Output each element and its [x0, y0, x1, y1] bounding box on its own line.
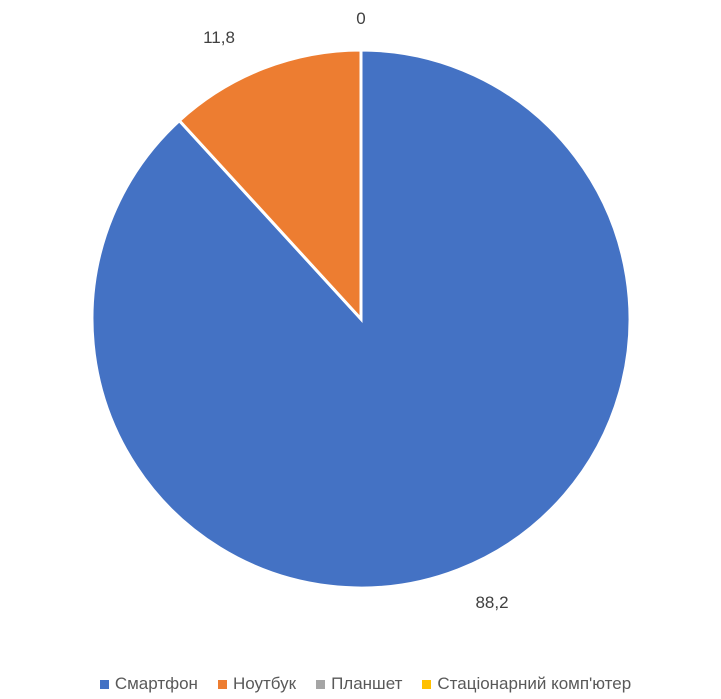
legend-item-3: Стаціонарний комп'ютер	[422, 674, 631, 694]
pie-slices	[90, 48, 632, 590]
data-label-0: 88,2	[475, 593, 508, 612]
legend-swatch-3	[422, 679, 432, 689]
legend-swatch-0	[99, 679, 109, 689]
legend-label-2: Планшет	[331, 674, 403, 693]
legend-label-1: Ноутбук	[232, 674, 297, 693]
data-label-2: 0	[356, 9, 365, 28]
legend-swatch-2	[316, 679, 326, 689]
data-label-1: 11,8	[203, 28, 235, 47]
legend-swatch-1	[217, 679, 227, 689]
legend-label-3: Стаціонарний комп'ютер	[437, 674, 632, 693]
legend-item-1: Ноутбук	[217, 674, 297, 694]
pie-svg: 88,2 11,8 0	[90, 9, 632, 612]
legend-label-0: Смартфон	[114, 674, 198, 693]
slice-1	[177, 48, 363, 323]
legend-item-2: Планшет	[316, 674, 402, 694]
legend-item-0: Смартфон	[99, 674, 198, 694]
data-labels: 88,2 11,8 0	[203, 9, 508, 612]
legend: Смартфон Ноутбук Планшет Стаціонарний комп'…	[10, 672, 721, 696]
